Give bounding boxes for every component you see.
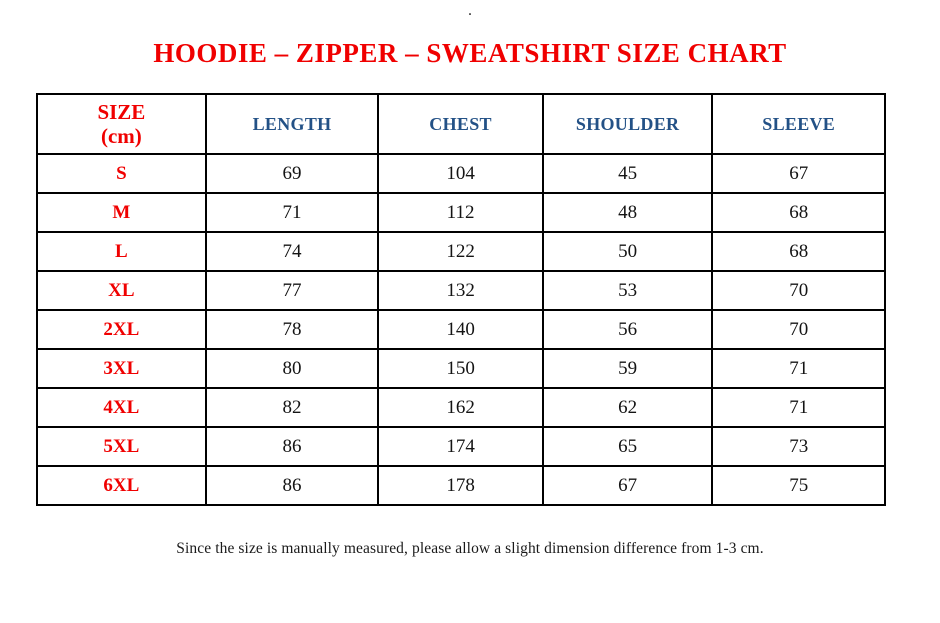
- sleeve-cell: 68: [711, 192, 886, 233]
- size-cell: 6XL: [36, 465, 207, 506]
- column-header-sleeve: SLEEVE: [711, 93, 886, 155]
- column-header-size: SIZE (cm): [36, 93, 207, 155]
- size-cell: M: [36, 192, 207, 233]
- top-dot: .: [468, 4, 472, 18]
- table-header-row: SIZE (cm) LENGTH CHEST SHOULDER SLEEVE: [36, 93, 886, 155]
- table-row: L 74 122 50 68: [36, 231, 886, 272]
- sleeve-cell: 67: [711, 153, 886, 194]
- chest-cell: 122: [377, 231, 544, 272]
- shoulder-cell: 45: [541, 153, 714, 194]
- page-title: HOODIE – ZIPPER – SWEATSHIRT SIZE CHART: [153, 38, 787, 68]
- size-cell: XL: [36, 270, 207, 311]
- length-cell: 78: [204, 309, 380, 350]
- table-row: S 69 104 45 67: [36, 153, 886, 194]
- column-header-chest: CHEST: [377, 93, 544, 155]
- table-row: 5XL 86 174 65 73: [36, 426, 886, 467]
- chest-cell: 162: [377, 387, 544, 428]
- chest-cell: 104: [377, 153, 544, 194]
- shoulder-cell: 62: [541, 387, 714, 428]
- shoulder-cell: 53: [541, 270, 714, 311]
- size-cell: 3XL: [36, 348, 207, 389]
- sleeve-cell: 68: [711, 231, 886, 272]
- length-cell: 74: [204, 231, 380, 272]
- chest-cell: 178: [377, 465, 544, 506]
- length-cell: 71: [204, 192, 380, 233]
- chest-cell: 174: [377, 426, 544, 467]
- size-cell: S: [36, 153, 207, 194]
- size-cell: 4XL: [36, 387, 207, 428]
- chest-cell: 150: [377, 348, 544, 389]
- sleeve-cell: 70: [711, 309, 886, 350]
- size-cell: 2XL: [36, 309, 207, 350]
- size-cell: L: [36, 231, 207, 272]
- shoulder-cell: 48: [541, 192, 714, 233]
- size-chart-table: SIZE (cm) LENGTH CHEST SHOULDER SLEEVE S…: [36, 93, 886, 506]
- size-header-line2: (cm): [100, 124, 142, 148]
- size-header-line1: SIZE: [97, 99, 146, 124]
- sleeve-cell: 73: [711, 426, 886, 467]
- shoulder-cell: 65: [541, 426, 714, 467]
- column-header-length: LENGTH: [204, 93, 380, 155]
- length-cell: 82: [204, 387, 380, 428]
- shoulder-cell: 59: [541, 348, 714, 389]
- chest-cell: 112: [377, 192, 544, 233]
- table-row: M 71 112 48 68: [36, 192, 886, 233]
- size-cell: 5XL: [36, 426, 207, 467]
- sleeve-cell: 71: [711, 348, 886, 389]
- length-cell: 69: [204, 153, 380, 194]
- shoulder-cell: 56: [541, 309, 714, 350]
- table-body: S 69 104 45 67 M 71 112 48 68 L 74 122 50 68 XL 77 132 53 7…: [36, 153, 886, 506]
- chest-cell: 140: [377, 309, 544, 350]
- table-row: 6XL 86 178 67 75: [36, 465, 886, 506]
- table-row: XL 77 132 53 70: [36, 270, 886, 311]
- sleeve-cell: 75: [711, 465, 886, 506]
- column-header-shoulder: SHOULDER: [541, 93, 714, 155]
- table-row: 4XL 82 162 62 71: [36, 387, 886, 428]
- shoulder-cell: 67: [541, 465, 714, 506]
- length-cell: 86: [204, 465, 380, 506]
- chest-cell: 132: [377, 270, 544, 311]
- sleeve-cell: 71: [711, 387, 886, 428]
- table-row: 3XL 80 150 59 71: [36, 348, 886, 389]
- shoulder-cell: 50: [541, 231, 714, 272]
- measurement-note: Since the size is manually measured, ple…: [176, 540, 764, 557]
- sleeve-cell: 70: [711, 270, 886, 311]
- length-cell: 80: [204, 348, 380, 389]
- length-cell: 86: [204, 426, 380, 467]
- table-row: 2XL 78 140 56 70: [36, 309, 886, 350]
- length-cell: 77: [204, 270, 380, 311]
